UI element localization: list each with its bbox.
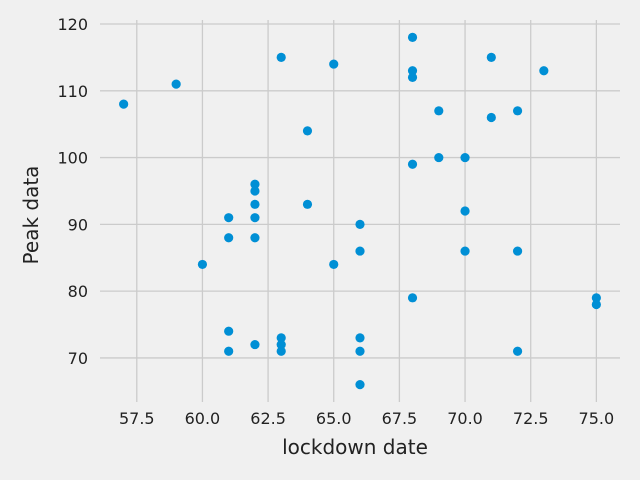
data-point xyxy=(460,246,470,256)
data-points xyxy=(119,32,601,390)
data-point xyxy=(355,219,365,229)
data-point xyxy=(250,179,260,189)
data-point xyxy=(539,66,549,76)
x-tick-label: 67.5 xyxy=(382,409,418,428)
data-point xyxy=(302,199,313,209)
data-point xyxy=(486,112,496,123)
data-point xyxy=(512,346,523,356)
y-tick-label: 90 xyxy=(68,215,88,234)
data-point xyxy=(434,152,444,163)
data-point xyxy=(355,246,365,256)
data-point xyxy=(407,293,418,303)
data-point xyxy=(250,186,260,196)
x-tick-label: 70.0 xyxy=(447,409,483,428)
data-point xyxy=(171,79,181,89)
data-point xyxy=(250,339,260,350)
x-tick-label: 62.5 xyxy=(250,409,286,428)
data-point xyxy=(591,293,601,303)
x-tick-label: 65.0 xyxy=(316,409,352,428)
data-point xyxy=(119,99,129,109)
data-point xyxy=(302,126,313,136)
data-point xyxy=(224,346,234,356)
x-tick-label: 72.5 xyxy=(513,409,549,428)
y-tick-label: 110 xyxy=(57,82,88,101)
data-point xyxy=(460,206,470,216)
y-tick-label: 70 xyxy=(68,349,88,368)
data-point xyxy=(434,106,444,116)
data-point xyxy=(407,66,418,76)
data-point xyxy=(197,259,208,270)
data-point xyxy=(250,199,260,209)
data-point xyxy=(276,339,286,350)
data-point xyxy=(329,259,339,270)
data-point xyxy=(407,32,418,42)
data-point xyxy=(407,159,418,169)
grid xyxy=(100,20,620,402)
data-point xyxy=(355,346,365,356)
data-point xyxy=(276,333,286,343)
data-point xyxy=(486,52,496,62)
x-tick-label: 75.0 xyxy=(579,409,615,428)
y-tick-label: 100 xyxy=(57,149,88,168)
x-tick-label: 57.5 xyxy=(119,409,155,428)
data-point xyxy=(224,213,234,223)
y-axis-label: Peak data xyxy=(19,166,43,265)
y-tick-labels: 70 80 90 100 110 120 xyxy=(57,15,88,368)
data-point xyxy=(355,380,365,390)
data-point xyxy=(250,233,260,243)
data-point xyxy=(276,52,286,62)
data-point xyxy=(224,233,234,243)
x-tick-labels: 57.5 60.0 62.5 65.0 67.5 70.0 72.5 75.0 xyxy=(119,409,614,428)
data-point xyxy=(407,72,418,83)
x-axis-label: lockdown date xyxy=(282,435,428,459)
data-point xyxy=(276,346,286,356)
y-tick-label: 120 xyxy=(57,15,88,34)
data-point xyxy=(591,299,601,310)
data-point xyxy=(250,213,260,223)
data-point xyxy=(355,333,365,343)
data-point xyxy=(224,326,234,336)
data-point xyxy=(512,246,523,256)
data-point xyxy=(329,59,339,69)
y-tick-label: 80 xyxy=(68,282,88,301)
x-tick-label: 60.0 xyxy=(185,409,221,428)
data-point xyxy=(460,152,470,163)
data-point xyxy=(512,106,523,116)
